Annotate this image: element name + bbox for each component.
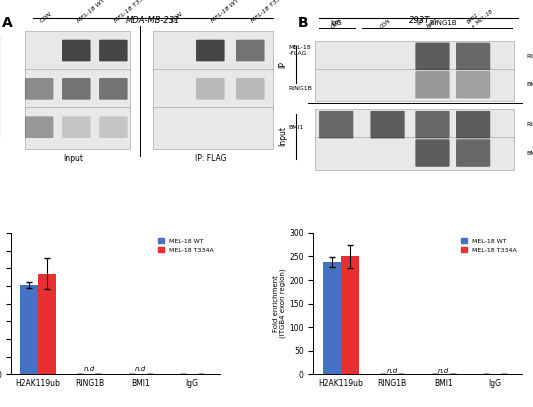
FancyBboxPatch shape — [456, 139, 490, 167]
Text: MDA-MB-231: MDA-MB-231 — [126, 15, 181, 24]
Text: n.d: n.d — [84, 366, 95, 372]
Point — [293, 81, 299, 85]
Text: BMI1: BMI1 — [527, 82, 533, 87]
Legend: MEL-18 WT, MEL-18 T334A: MEL-18 WT, MEL-18 T334A — [458, 236, 519, 255]
Bar — [154, 69, 273, 111]
Text: Input: Input — [278, 126, 287, 147]
FancyBboxPatch shape — [415, 43, 450, 70]
Text: IgG: IgG — [330, 20, 342, 26]
Text: MEL-18 WT: MEL-18 WT — [211, 0, 240, 24]
Point — [138, 153, 144, 158]
Bar — [323, 262, 341, 374]
Text: BMI1: BMI1 — [289, 125, 304, 130]
Text: MEL-18
-FLAG: MEL-18 -FLAG — [289, 45, 311, 56]
Bar — [315, 137, 514, 170]
Bar — [25, 31, 131, 72]
Text: MEL-18 WT: MEL-18 WT — [76, 0, 106, 24]
Text: IP: FLAG: IP: FLAG — [195, 154, 226, 163]
FancyBboxPatch shape — [99, 116, 127, 138]
FancyBboxPatch shape — [415, 71, 450, 98]
Text: n.d: n.d — [438, 368, 449, 374]
FancyBboxPatch shape — [456, 111, 490, 138]
Point — [359, 26, 365, 31]
Legend: MEL-18 WT, MEL-18 T334A: MEL-18 WT, MEL-18 T334A — [156, 236, 216, 255]
Y-axis label: Fold enrichment
(ITGB4 exon region): Fold enrichment (ITGB4 exon region) — [273, 269, 286, 339]
FancyBboxPatch shape — [415, 111, 450, 138]
Point — [138, 23, 144, 28]
Point — [118, 371, 124, 376]
Point — [293, 156, 299, 161]
Text: CON: CON — [330, 18, 343, 30]
FancyBboxPatch shape — [62, 116, 91, 138]
FancyBboxPatch shape — [319, 111, 353, 138]
Text: n.d: n.d — [386, 368, 398, 374]
Text: MEL-18 T334A: MEL-18 T334A — [251, 0, 288, 24]
Bar — [25, 107, 131, 149]
Text: B: B — [298, 15, 308, 30]
Bar — [20, 285, 38, 374]
Text: n.d: n.d — [135, 366, 147, 372]
FancyBboxPatch shape — [196, 78, 224, 100]
Point — [0, 135, 3, 140]
Bar — [315, 41, 514, 73]
Point — [352, 26, 359, 31]
Text: BMI1
+ MEL-18: BMI1 + MEL-18 — [467, 4, 494, 30]
Point — [293, 44, 299, 49]
Text: CON: CON — [39, 11, 53, 24]
Text: BMI1: BMI1 — [426, 17, 440, 30]
Point — [508, 26, 515, 31]
FancyBboxPatch shape — [99, 78, 127, 100]
Text: RING1B: RING1B — [527, 54, 533, 59]
Point — [293, 112, 299, 116]
Text: MEL-18 T334A: MEL-18 T334A — [114, 0, 151, 24]
FancyBboxPatch shape — [25, 116, 53, 138]
Point — [460, 372, 466, 376]
Bar — [38, 274, 56, 374]
Point — [369, 372, 376, 376]
Text: CON: CON — [171, 11, 184, 24]
Bar — [315, 109, 514, 141]
Text: CON: CON — [379, 18, 392, 30]
FancyBboxPatch shape — [99, 40, 127, 61]
FancyBboxPatch shape — [196, 40, 224, 61]
FancyBboxPatch shape — [236, 78, 264, 100]
Bar — [154, 31, 273, 72]
FancyBboxPatch shape — [456, 71, 490, 98]
Point — [106, 371, 112, 376]
FancyBboxPatch shape — [370, 111, 405, 138]
Bar — [154, 107, 273, 149]
FancyBboxPatch shape — [236, 40, 264, 61]
FancyBboxPatch shape — [456, 43, 490, 70]
Text: RING1B: RING1B — [527, 122, 533, 127]
Bar — [315, 69, 514, 101]
Text: IP: IP — [278, 61, 287, 68]
FancyBboxPatch shape — [62, 40, 91, 61]
FancyBboxPatch shape — [415, 139, 450, 167]
Bar — [25, 69, 131, 111]
Bar — [341, 256, 359, 374]
Point — [409, 372, 415, 376]
FancyBboxPatch shape — [25, 78, 53, 100]
Point — [316, 26, 322, 31]
Text: Input: Input — [63, 154, 84, 163]
Text: 293T: 293T — [409, 15, 430, 24]
Text: RING1B: RING1B — [289, 86, 313, 91]
Point — [0, 35, 3, 39]
Text: A: A — [2, 15, 13, 30]
Text: BMI1: BMI1 — [527, 151, 533, 155]
Text: IP : RING1B: IP : RING1B — [417, 20, 457, 26]
FancyBboxPatch shape — [62, 78, 91, 100]
Point — [421, 372, 427, 376]
Point — [67, 371, 73, 376]
Point — [157, 371, 164, 376]
